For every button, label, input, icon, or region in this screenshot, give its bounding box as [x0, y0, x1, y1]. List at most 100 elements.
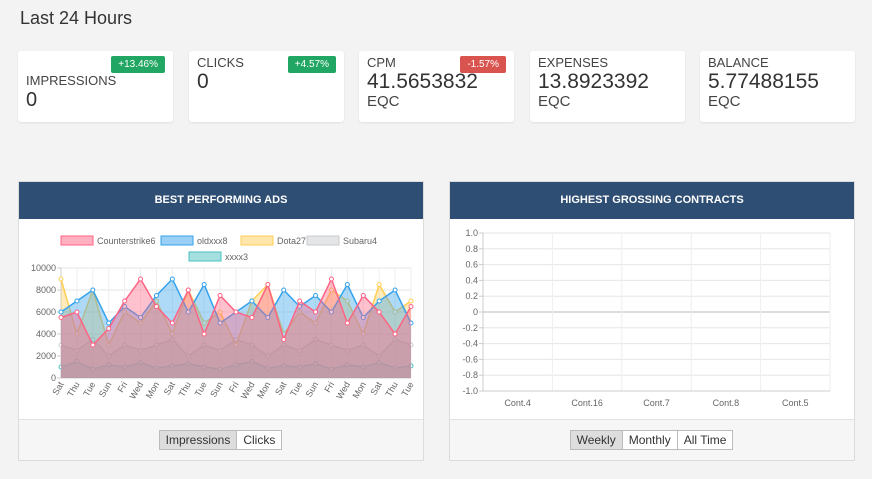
data-point: [201, 342, 207, 348]
data-point: [201, 364, 207, 370]
data-point: [392, 287, 398, 293]
legend-label: Counterstrike6: [97, 236, 156, 246]
x-tick-label: Sun: [304, 380, 321, 399]
legend-label: Subaru4: [343, 236, 377, 246]
stat-value: 5.77488155: [708, 70, 819, 93]
legend-label: oldxxx8: [197, 236, 228, 246]
data-point: [153, 304, 159, 309]
y-tick-label: 4000: [36, 329, 56, 339]
data-point: [74, 298, 80, 304]
data-point: [328, 366, 334, 372]
data-point: [249, 298, 255, 304]
data-point: [217, 348, 223, 353]
data-point: [313, 361, 319, 367]
data-point: [58, 364, 64, 370]
data-point: [74, 331, 80, 337]
data-point: [297, 298, 303, 304]
y-tick-label: -0.8: [462, 370, 478, 380]
toggle-button[interactable]: Impressions: [158, 430, 238, 450]
data-point: [201, 331, 207, 337]
data-point: [233, 309, 239, 315]
data-point: [233, 362, 239, 368]
data-point: [90, 366, 96, 372]
data-point: [376, 298, 382, 304]
change-badge: +13.46%: [111, 56, 165, 73]
data-point: [376, 353, 382, 359]
y-tick-label: 2000: [36, 351, 56, 361]
panel-footer: Weekly Monthly All Time: [450, 419, 854, 460]
data-point: [185, 309, 191, 315]
stat-label: CLICKS: [197, 55, 244, 70]
data-point: [376, 360, 382, 366]
data-point: [122, 304, 128, 309]
data-point: [265, 282, 271, 287]
data-point: [376, 282, 382, 287]
panel: BEST PERFORMING ADS 0 2000 4000 6000 8000 100…: [18, 181, 424, 461]
stat-label: BALANCE: [708, 55, 769, 70]
data-point: [106, 342, 112, 348]
y-tick-label: -0.2: [462, 323, 478, 333]
x-tick-label: Tue: [288, 380, 304, 398]
stat-label: CPM: [367, 55, 396, 70]
data-point: [392, 309, 398, 315]
legend-label: xxxx3: [225, 252, 248, 262]
x-tick-label: Fri: [227, 380, 241, 394]
data-point: [58, 309, 64, 315]
data-point: [201, 282, 207, 287]
data-point: [344, 298, 350, 304]
data-point: [360, 293, 366, 298]
data-point: [122, 298, 128, 304]
y-tick-label: 0.4: [465, 275, 478, 285]
toggle-button[interactable]: Monthly: [621, 430, 678, 450]
x-tick-label: Cont.7: [643, 398, 670, 408]
x-tick-label: Sat: [162, 380, 178, 397]
x-tick-label: Mon: [144, 380, 161, 400]
data-point: [265, 353, 271, 359]
x-tick-label: Tue: [399, 380, 415, 398]
data-point: [344, 282, 350, 287]
data-point: [185, 287, 191, 293]
data-point: [360, 342, 366, 348]
data-point: [217, 366, 223, 372]
chart: 1.0 0.8 0.6 0.4 0.2 0 -0.2 -0.4 -0.6 -0.8 -1.0 Cont…: [462, 228, 831, 408]
stat-card: +4.57% CLICKS 0: [189, 51, 344, 122]
x-tick-label: Mon: [255, 380, 272, 400]
stat-label: EXPENSES: [538, 55, 609, 70]
data-point: [58, 342, 64, 348]
x-tick-label: Cont.16: [571, 398, 603, 408]
toggle-button[interactable]: Weekly: [569, 430, 623, 450]
x-tick-label: Tue: [81, 380, 97, 398]
toggle-button[interactable]: All Time: [676, 430, 734, 450]
data-point: [153, 342, 159, 348]
y-tick-label: 10000: [31, 263, 56, 273]
legend-label: Dota27: [277, 236, 306, 246]
data-point: [138, 360, 144, 366]
stat-unit: EQC: [538, 93, 571, 110]
x-tick-label: Mon: [351, 380, 368, 400]
data-point: [281, 342, 287, 348]
toggle-button[interactable]: Clicks: [236, 430, 283, 450]
y-tick-label: -0.4: [462, 339, 478, 349]
x-tick-label: Wed: [334, 380, 352, 401]
series-area: [61, 339, 411, 378]
data-point: [408, 298, 414, 304]
data-point: [297, 348, 303, 353]
data-point: [122, 364, 128, 370]
y-tick-label: 0: [51, 373, 56, 383]
data-point: [249, 315, 255, 320]
data-point: [328, 287, 334, 293]
data-point: [281, 363, 287, 369]
data-point: [169, 363, 175, 369]
data-point: [408, 363, 414, 369]
data-point: [313, 309, 319, 315]
data-point: [328, 309, 334, 315]
data-point: [153, 293, 159, 298]
legend-swatch: [160, 235, 194, 246]
x-tick-label: Sat: [368, 380, 384, 397]
stat-unit: EQC: [367, 93, 400, 110]
data-point: [169, 320, 175, 326]
data-point: [74, 309, 80, 315]
data-point: [169, 331, 175, 337]
data-point: [106, 320, 112, 326]
x-tick-label: Tue: [193, 380, 209, 398]
